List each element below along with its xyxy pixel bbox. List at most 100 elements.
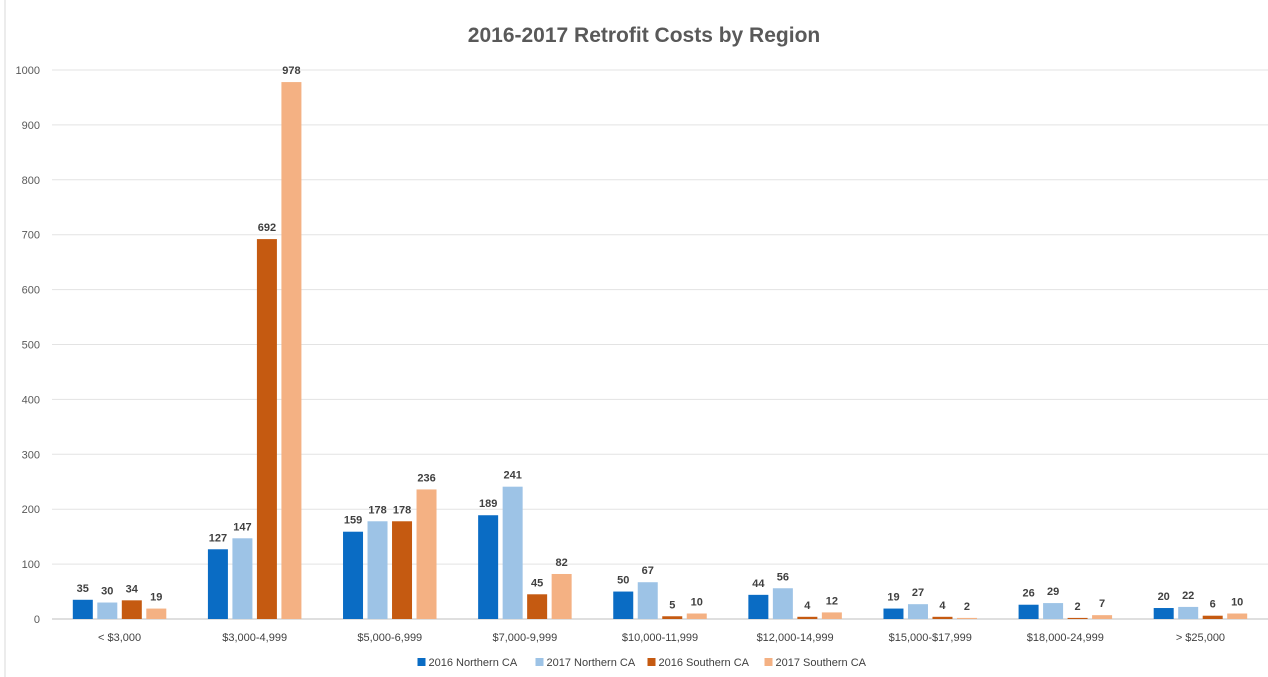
data-label: 50 <box>617 575 629 587</box>
bar <box>121 600 142 619</box>
bar <box>1227 613 1248 619</box>
bar <box>1067 617 1088 619</box>
bar <box>392 521 413 619</box>
legend-label: 2016 Southern CA <box>659 657 750 669</box>
legend-swatch <box>647 658 656 666</box>
data-label: 35 <box>77 583 89 595</box>
bar <box>772 588 793 619</box>
data-label: 26 <box>1022 588 1034 600</box>
y-tick-label: 100 <box>22 559 40 571</box>
data-label: 147 <box>233 521 251 533</box>
x-category-label: $10,000-11,999 <box>622 632 698 644</box>
x-category-label: < $3,000 <box>98 632 141 644</box>
data-label: 19 <box>150 592 162 604</box>
bar <box>343 531 364 619</box>
x-category-label: $12,000-14,999 <box>757 632 834 644</box>
y-tick-label: 300 <box>22 449 40 461</box>
x-category-label: $15,000-$17,999 <box>889 632 972 644</box>
bar <box>281 82 302 619</box>
gridlines <box>52 69 1268 565</box>
y-tick-label: 800 <box>22 175 40 187</box>
bars <box>72 82 1248 620</box>
data-label: 236 <box>417 472 435 484</box>
bar <box>416 489 437 619</box>
bar <box>97 602 118 619</box>
legend-label: 2016 Northern CA <box>429 657 518 669</box>
bar <box>686 613 707 619</box>
data-label: 7 <box>1099 598 1105 610</box>
bar <box>907 604 928 619</box>
y-tick-label: 500 <box>22 340 40 352</box>
data-label: 4 <box>804 600 811 612</box>
data-label: 30 <box>101 586 113 598</box>
data-label: 67 <box>642 565 654 577</box>
data-label: 22 <box>1182 590 1194 602</box>
data-label: 19 <box>887 592 899 604</box>
y-tick-label: 900 <box>22 120 40 132</box>
y-tick-label: 0 <box>34 614 40 626</box>
data-label: 44 <box>752 578 765 590</box>
bar <box>637 582 658 619</box>
bar <box>748 594 769 619</box>
x-category-label: > $25,000 <box>1176 632 1225 644</box>
data-label: 20 <box>1158 591 1170 603</box>
data-label: 10 <box>1231 597 1243 609</box>
bar <box>613 591 634 619</box>
chart-title: 2016-2017 Retrofit Costs by Region <box>468 24 820 47</box>
bar <box>932 616 953 619</box>
bar <box>797 616 818 619</box>
y-tick-label: 700 <box>22 230 40 242</box>
data-label: 2 <box>964 601 970 613</box>
bar <box>821 612 842 619</box>
bar <box>1018 604 1039 619</box>
data-label: 27 <box>912 587 924 599</box>
legend-label: 2017 Southern CA <box>776 657 867 669</box>
y-axis-ticks: 0 100 200 300 400 500 600 700 800 900 1000 <box>16 65 40 626</box>
bar <box>956 617 977 619</box>
x-category-label: $18,000-24,999 <box>1027 632 1104 644</box>
data-label: 10 <box>691 597 703 609</box>
bar <box>662 616 683 619</box>
bar <box>207 549 228 619</box>
bar <box>1043 603 1064 619</box>
data-label: 4 <box>939 600 946 612</box>
bar <box>478 515 499 619</box>
x-axis-category-labels: < $3,000 $3,000-4,999 $5,000-6,999 $7,000-9… <box>98 632 1225 644</box>
bar <box>1178 606 1199 619</box>
legend-swatch <box>764 658 773 666</box>
data-label: 241 <box>503 470 521 482</box>
data-label: 29 <box>1047 586 1059 598</box>
x-category-label: $5,000-6,999 <box>357 632 422 644</box>
y-tick-label: 600 <box>22 285 40 297</box>
bar <box>1202 615 1223 619</box>
data-label: 127 <box>209 532 227 544</box>
bar <box>551 573 572 619</box>
bar <box>502 486 523 619</box>
y-tick-label: 400 <box>22 394 40 406</box>
data-label: 978 <box>282 65 300 77</box>
x-category-label: $7,000-9,999 <box>492 632 557 644</box>
data-label: 2 <box>1075 601 1081 613</box>
legend-swatch <box>535 658 544 666</box>
bar <box>883 608 904 619</box>
data-label: 5 <box>669 599 675 611</box>
data-label: 34 <box>126 583 139 595</box>
data-label: 82 <box>556 557 568 569</box>
bar <box>367 521 388 619</box>
legend: 2016 Northern CA 2017 Northern CA 2016 Sou… <box>417 657 867 669</box>
data-label: 45 <box>531 577 543 589</box>
data-label: 178 <box>393 504 411 516</box>
data-label: 56 <box>777 571 789 583</box>
data-label: 692 <box>258 222 276 234</box>
y-tick-label: 1000 <box>16 65 40 77</box>
legend-swatch <box>417 658 426 666</box>
bar <box>256 239 277 620</box>
x-category-label: $3,000-4,999 <box>222 632 287 644</box>
bar <box>1153 608 1174 619</box>
data-label: 6 <box>1210 599 1216 611</box>
data-label: 189 <box>479 498 497 510</box>
bar <box>527 594 548 619</box>
y-tick-label: 200 <box>22 504 40 516</box>
